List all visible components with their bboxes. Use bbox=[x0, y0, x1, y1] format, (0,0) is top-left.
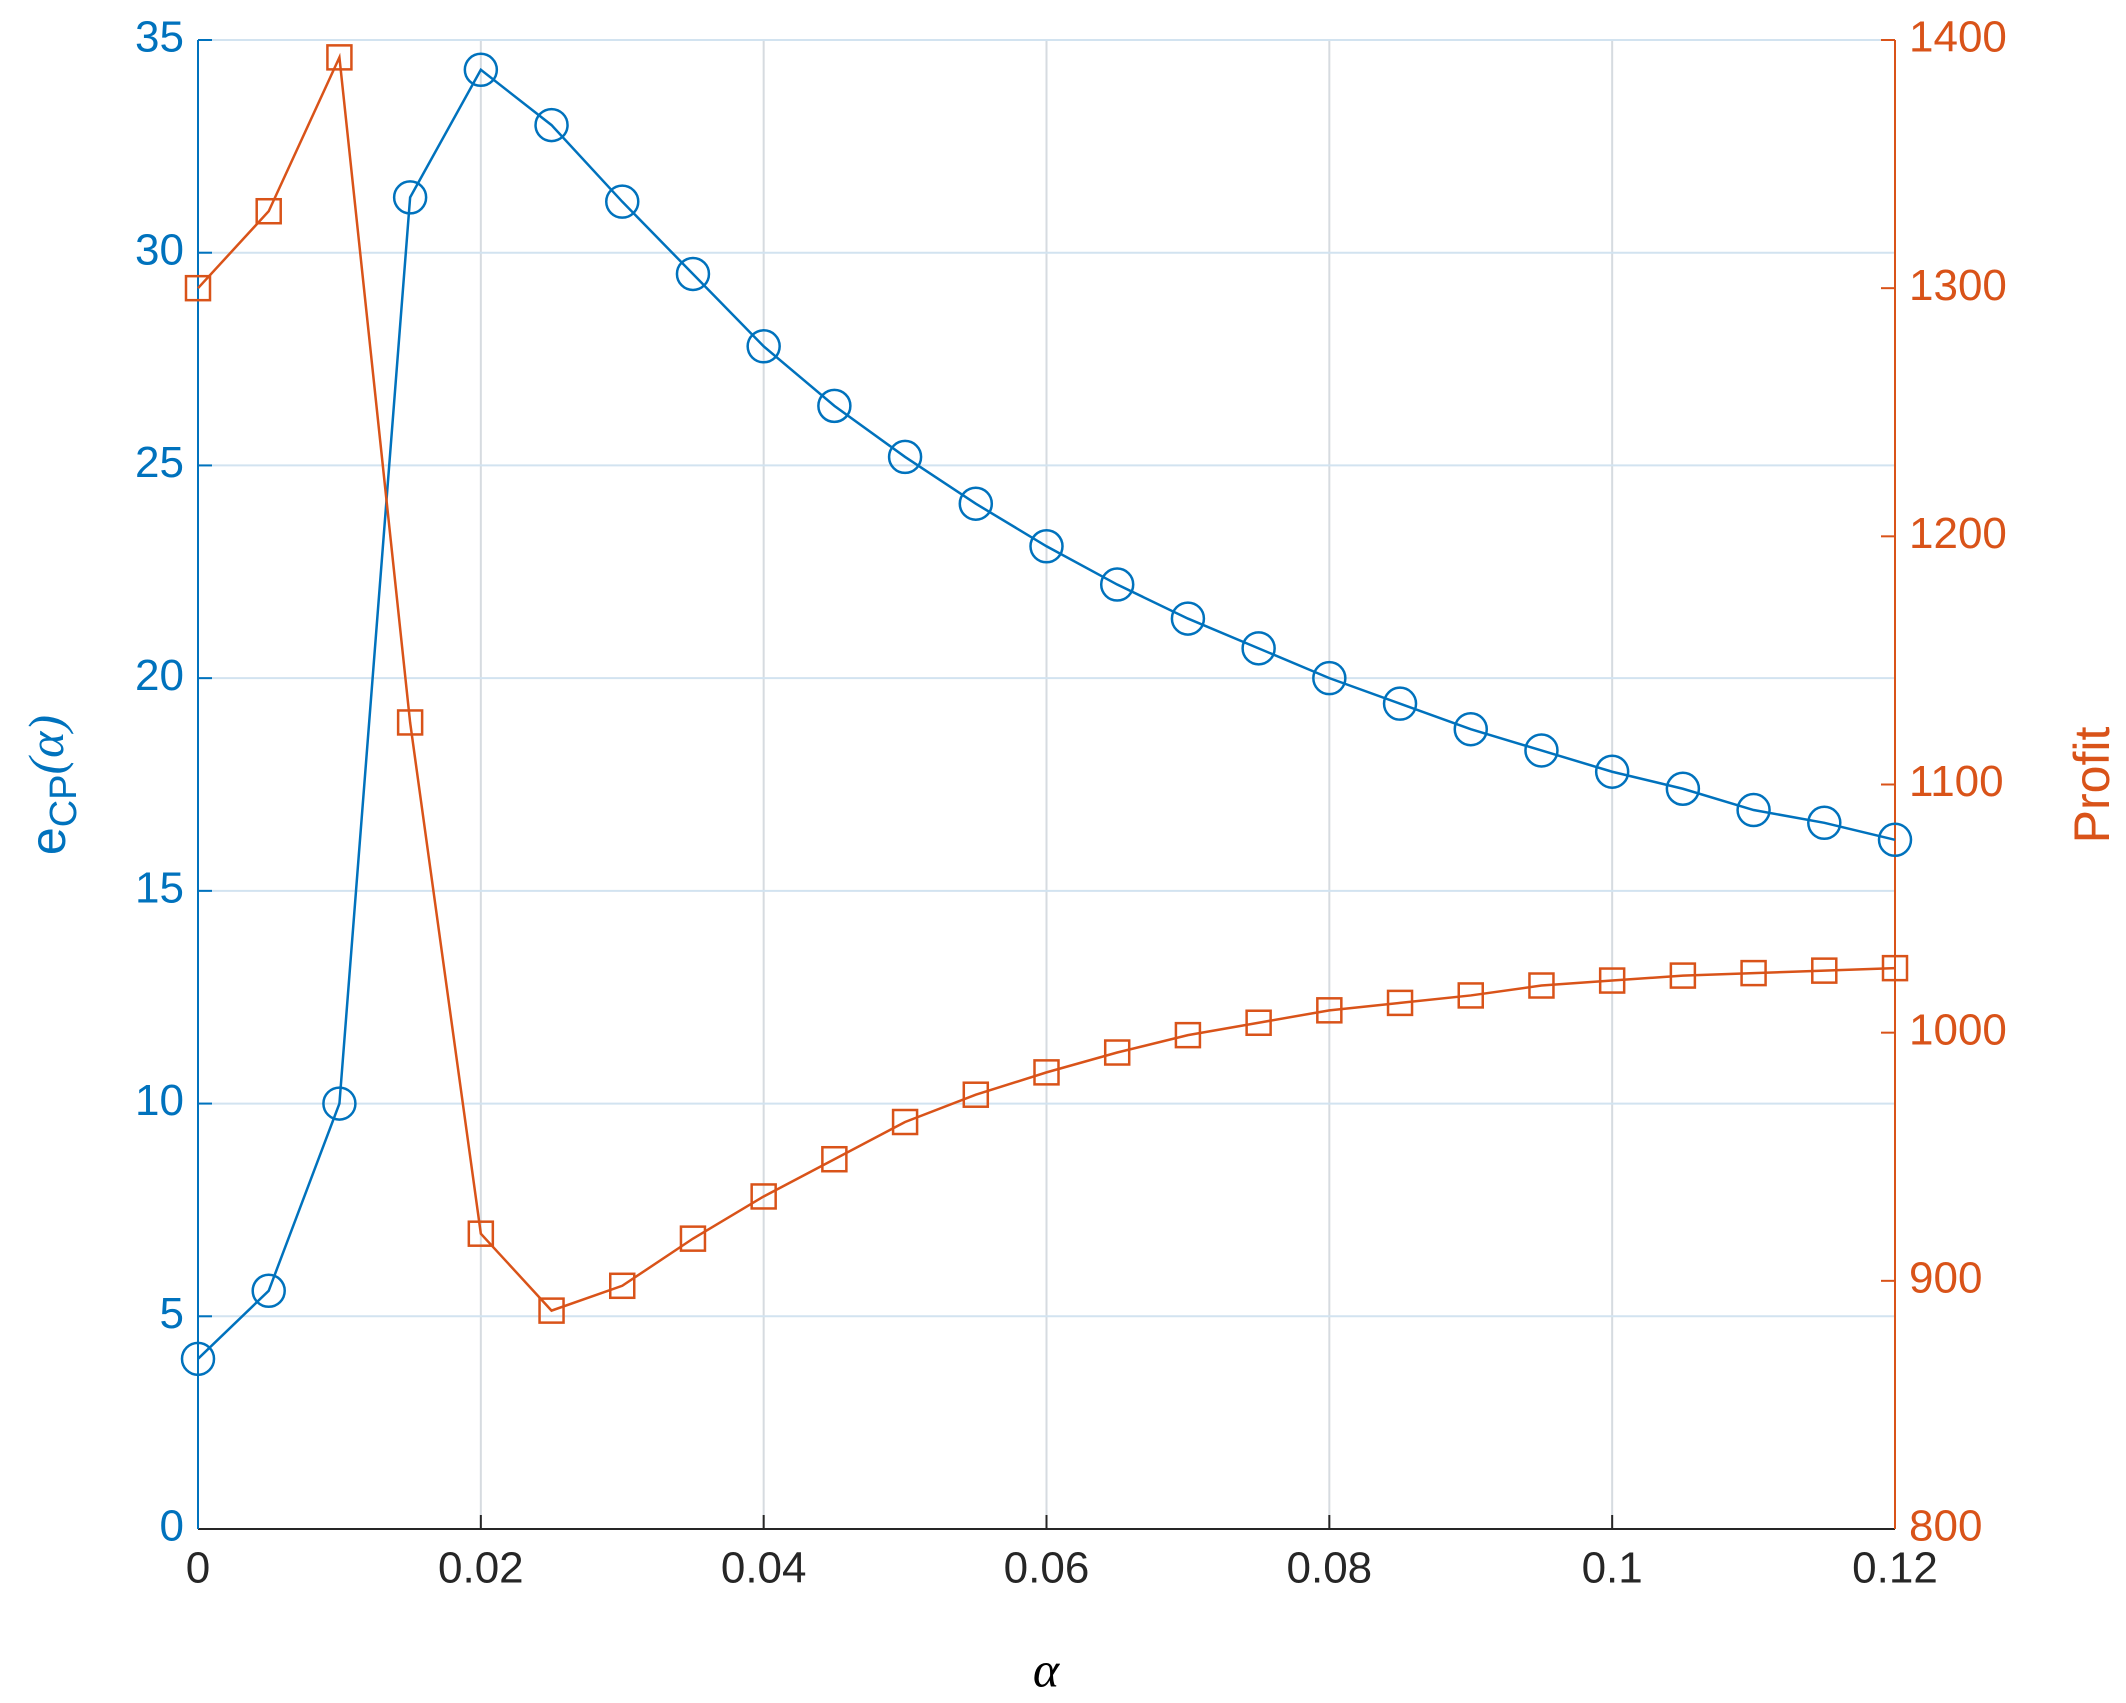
data-point bbox=[1669, 962, 1697, 989]
data-point bbox=[1807, 805, 1842, 841]
data-point bbox=[750, 1183, 777, 1210]
x-tick-label: 0 bbox=[186, 1544, 210, 1593]
x-tick-label: 0.12 bbox=[1852, 1544, 1938, 1593]
data-point bbox=[1736, 792, 1771, 828]
data-point bbox=[1245, 1009, 1272, 1036]
data-point bbox=[1598, 967, 1626, 994]
data-point bbox=[1811, 957, 1838, 984]
data-point bbox=[1386, 989, 1414, 1017]
y2-tick-label: 1000 bbox=[1909, 1005, 2007, 1054]
data-point bbox=[538, 1297, 565, 1324]
x-tick-label: 0.1 bbox=[1582, 1544, 1643, 1593]
data-point bbox=[1241, 631, 1276, 666]
data-point bbox=[1457, 982, 1484, 1009]
y-tick-label: 0 bbox=[160, 1502, 184, 1551]
data-point bbox=[679, 1225, 707, 1252]
data-point bbox=[1029, 529, 1064, 564]
data-point bbox=[180, 1341, 216, 1377]
y2-tick-label: 1100 bbox=[1909, 757, 2004, 806]
x-tick-label: 0.08 bbox=[1287, 1544, 1373, 1593]
y-label-base: e bbox=[20, 827, 76, 855]
data-point bbox=[605, 184, 640, 219]
data-point bbox=[1382, 686, 1418, 721]
data-point bbox=[1877, 822, 1913, 858]
data-point bbox=[817, 388, 852, 424]
data-point bbox=[746, 329, 781, 364]
data-point bbox=[675, 256, 711, 292]
data-point bbox=[1316, 997, 1343, 1024]
x-tick-label: 0.06 bbox=[1004, 1544, 1090, 1593]
data-point bbox=[463, 52, 499, 88]
data-point bbox=[396, 709, 424, 736]
data-point bbox=[1524, 733, 1559, 768]
data-point bbox=[467, 1220, 495, 1247]
y-tick-label: 5 bbox=[160, 1289, 184, 1338]
data-point bbox=[891, 1108, 919, 1136]
data-point bbox=[1665, 771, 1701, 807]
y-label-arg: (α) bbox=[18, 715, 74, 775]
data-point bbox=[1881, 954, 1909, 982]
y2-tick-label: 1300 bbox=[1909, 261, 2007, 310]
data-point bbox=[1594, 754, 1630, 789]
data-point bbox=[322, 1086, 357, 1121]
series-line bbox=[197, 67, 1896, 1360]
data-point bbox=[962, 1081, 990, 1108]
y2-tick-label: 1200 bbox=[1909, 509, 2007, 558]
data-point bbox=[1312, 660, 1347, 696]
data-point bbox=[1453, 711, 1488, 747]
data-point bbox=[326, 44, 353, 71]
data-point bbox=[255, 197, 282, 225]
x-tick-label: 0.02 bbox=[438, 1544, 524, 1593]
y-tick-label: 25 bbox=[135, 438, 184, 487]
data-point bbox=[1033, 1059, 1060, 1086]
y-tick-label: 10 bbox=[135, 1076, 184, 1125]
data-point bbox=[1099, 567, 1135, 602]
data-point bbox=[1174, 1021, 1202, 1049]
y-tick-label: 20 bbox=[135, 651, 184, 700]
y-tick-label: 15 bbox=[135, 863, 184, 912]
x-axis-label: α bbox=[1033, 1641, 1061, 1697]
y-tick-label: 30 bbox=[135, 225, 184, 274]
data-point bbox=[534, 107, 569, 143]
x-tick-label: 0.04 bbox=[721, 1544, 807, 1593]
y-tick-label: 35 bbox=[135, 13, 184, 62]
data-point bbox=[1528, 972, 1555, 999]
y2-tick-label: 800 bbox=[1909, 1502, 1982, 1551]
data-point bbox=[887, 439, 923, 475]
y2-tick-label: 900 bbox=[1909, 1253, 1982, 1302]
data-point bbox=[958, 486, 994, 521]
data-point bbox=[821, 1145, 848, 1173]
y2-tick-label: 1400 bbox=[1909, 13, 2007, 62]
data-point bbox=[251, 1273, 286, 1309]
data-point bbox=[609, 1272, 636, 1300]
series-line bbox=[197, 52, 1896, 1313]
data-point bbox=[1740, 959, 1767, 987]
data-point bbox=[184, 274, 212, 302]
y-label-sub: CP bbox=[43, 774, 85, 827]
data-point bbox=[1103, 1039, 1131, 1066]
data-point bbox=[392, 180, 428, 215]
data-point bbox=[1170, 601, 1206, 636]
y-axis-label: eCP(α) bbox=[18, 715, 85, 855]
y2-axis-label: Profit bbox=[2064, 727, 2120, 844]
